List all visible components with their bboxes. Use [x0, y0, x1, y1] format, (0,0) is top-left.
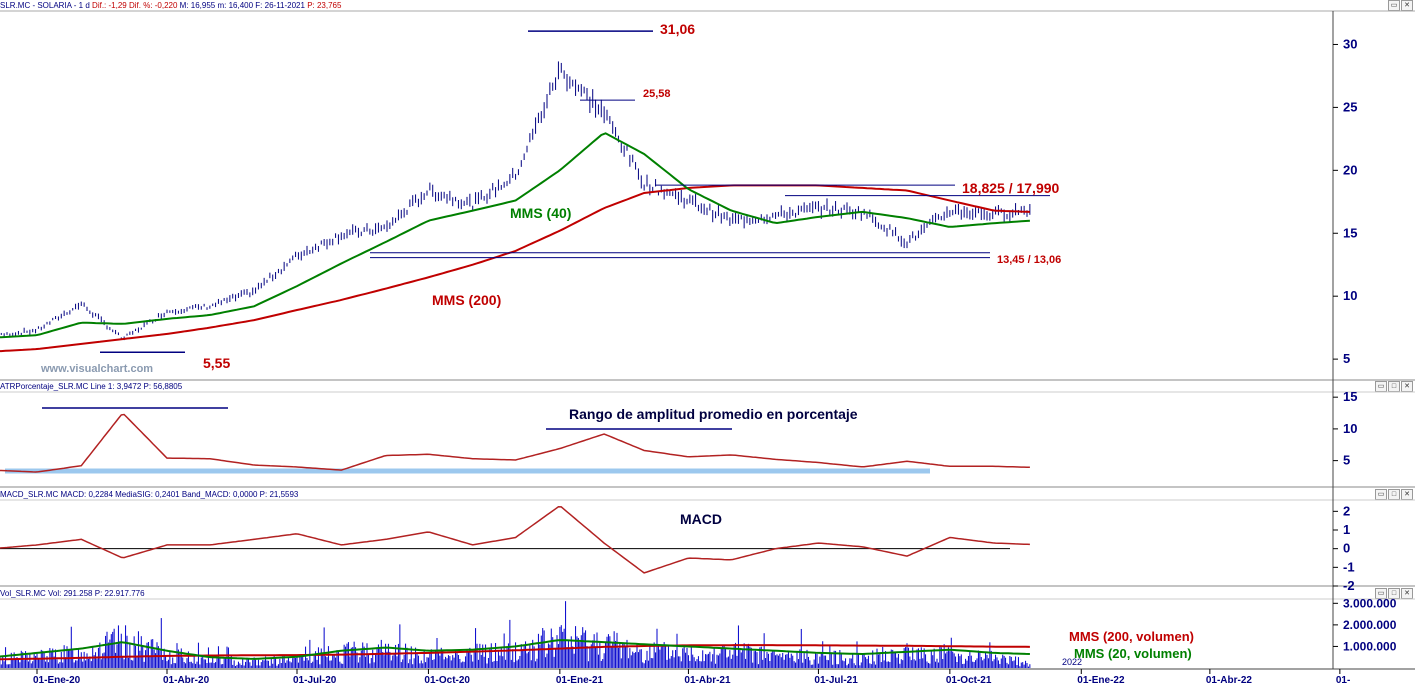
y-tick-label: 10	[1343, 421, 1357, 436]
annot-low-label: 5,55	[203, 355, 230, 371]
annot-high-label: 31,06	[660, 21, 695, 37]
annot-support-label: 13,45 / 13,06	[997, 254, 1061, 266]
macd-panel-header: MACD_SLR.MC MACD: 0,2284 MediaSIG: 0,240…	[0, 489, 299, 500]
atr-chart	[0, 407, 1030, 474]
vol-legend-200: MMS (200, volumen)	[1069, 629, 1194, 644]
x-tick-label: 01-Abr-20	[163, 675, 210, 686]
vol-mms200-line	[0, 644, 1030, 661]
y-tick-label: 25	[1343, 99, 1357, 114]
y-tick-label: 1	[1343, 522, 1350, 537]
y-tick-label: -2	[1343, 578, 1355, 593]
dif-pct-value: Dif. %: -0,220	[128, 1, 178, 10]
y-tick-label: 3.000.000	[1343, 596, 1397, 610]
y-tick-label: 1.000.000	[1343, 639, 1397, 653]
x-tick-label: 01-Oct-21	[946, 675, 992, 686]
volume-chart	[0, 601, 1031, 668]
y-tick-label: 2	[1343, 503, 1350, 518]
macd-line	[0, 506, 1030, 574]
y-tick-label: 20	[1343, 162, 1357, 177]
x-tick-label: 01-Abr-22	[1206, 675, 1253, 686]
vol-mms20-line	[0, 639, 1030, 660]
y-tick-label: 5	[1343, 453, 1350, 468]
price-chart	[0, 30, 1050, 353]
y-tick-label: 30	[1343, 36, 1357, 51]
mms40-label: MMS (40)	[510, 205, 571, 221]
x-tick-label: 01-Jul-21	[814, 675, 858, 686]
macd-window-buttons: ▭ □ ✕	[1375, 489, 1413, 500]
macd-header-text: MACD_SLR.MC MACD: 0,2284 MediaSIG: 0,240…	[0, 490, 299, 499]
atr-line	[0, 413, 1030, 473]
price-window-buttons: ▭ ✕	[1388, 0, 1413, 11]
year-label: 2022	[1062, 657, 1082, 667]
atr-title: Rango de amplitud promedio en porcentaje	[569, 406, 858, 422]
x-tick-label: 01-Ene-22	[1077, 675, 1125, 686]
y-tick-label: -1	[1343, 559, 1355, 574]
min-value: m: 16,400	[217, 1, 254, 10]
y-tick-label: 10	[1343, 288, 1357, 303]
date-value: F: 26-11-2021	[255, 1, 305, 10]
y-tick-label: 2.000.000	[1343, 618, 1397, 632]
vol-legend-20: MMS (20, volumen)	[1074, 646, 1192, 661]
price-value: P: 23,765	[307, 1, 342, 10]
atr-header-text: ATRPorcentaje_SLR.MC Line 1: 3,9472 P: 5…	[0, 382, 183, 391]
macd-chart	[0, 506, 1030, 574]
x-tick-label: 01-Oct-20	[424, 675, 470, 686]
dif-value: Dif.: -1,29	[92, 1, 127, 10]
axes: 3025201510515105210-1-23.000.0002.000.00…	[33, 36, 1397, 686]
mms40-line	[0, 132, 1030, 339]
macd-title: MACD	[680, 511, 722, 527]
annot-resistance-label: 18,825 / 17,990	[962, 180, 1060, 196]
symbol-label: SLR.MC - SOLARIA - 1 d	[0, 1, 90, 10]
max-value: M: 16,955	[179, 1, 216, 10]
watermark: www.visualchart.com	[40, 363, 153, 375]
x-tick-label: 01-Ene-20	[33, 675, 81, 686]
mms200-label: MMS (200)	[432, 292, 501, 308]
x-tick-label: 01-Ene-21	[556, 675, 604, 686]
volume-header-text: Vol_SLR.MC Vol: 291.258 P: 22.917.776	[0, 589, 145, 598]
y-tick-label: 15	[1343, 389, 1357, 404]
atr-panel-header: ATRPorcentaje_SLR.MC Line 1: 3,9472 P: 5…	[0, 381, 183, 392]
x-tick-label: 01-Abr-21	[684, 675, 731, 686]
volume-panel-header: Vol_SLR.MC Vol: 291.258 P: 22.917.776	[0, 588, 145, 599]
y-tick-label: 15	[1343, 225, 1357, 240]
annot-midhigh-label: 25,58	[643, 88, 671, 100]
x-tick-label: 01-	[1336, 675, 1350, 686]
y-tick-label: 0	[1343, 541, 1350, 556]
x-tick-label: 01-Jul-20	[293, 675, 337, 686]
price-panel-header: SLR.MC - SOLARIA - 1 d Dif.: -1,29 Dif. …	[0, 0, 342, 11]
y-tick-label: 5	[1343, 351, 1350, 366]
